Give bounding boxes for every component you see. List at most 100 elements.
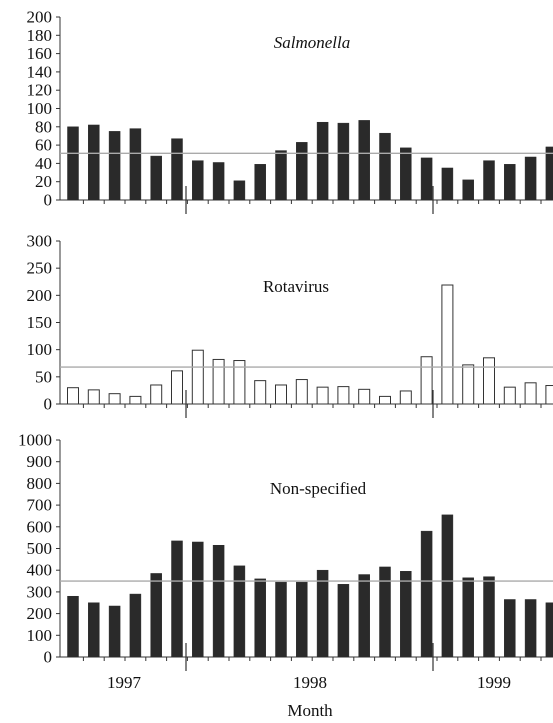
- salmonella-y-tick-label: 200: [27, 8, 53, 27]
- non-specified-y-tick-label: 600: [27, 517, 53, 536]
- year-label-1998: 1998: [293, 673, 327, 692]
- rotavirus-bar: [441, 284, 454, 405]
- salmonella-bar: [504, 164, 516, 201]
- rotavirus-bar: [150, 384, 163, 405]
- non-specified-bar: [524, 599, 537, 658]
- rotavirus-bar: [503, 386, 516, 405]
- salmonella-bar: [275, 150, 287, 201]
- salmonella-bar: [129, 128, 142, 201]
- rotavirus-bar: [316, 386, 329, 405]
- salmonella-y-tick-label: 120: [27, 81, 53, 100]
- rotavirus-bar: [483, 357, 495, 405]
- non-specified-bar: [545, 602, 553, 658]
- salmonella-bar: [337, 122, 350, 201]
- rotavirus-y-tick-label: 150: [27, 313, 53, 332]
- salmonella-bar: [358, 120, 370, 201]
- salmonella-y-tick-label: 140: [27, 62, 53, 81]
- rotavirus-bar: [462, 364, 475, 405]
- rotavirus-bar: [191, 349, 204, 405]
- non-specified-bar: [379, 566, 391, 658]
- salmonella-bar: [483, 160, 495, 201]
- non-specified-bar: [275, 581, 287, 658]
- rotavirus-y-tick-label: 0: [44, 395, 53, 414]
- rotavirus-bar: [108, 393, 121, 405]
- rotavirus-bar: [545, 385, 553, 405]
- rotavirus-y-tick-label: 300: [27, 232, 53, 251]
- rotavirus-bar: [358, 388, 371, 405]
- non-specified-bar: [504, 599, 516, 658]
- non-specified-bar: [358, 574, 370, 658]
- rotavirus-panel-title: Rotavirus: [263, 277, 329, 296]
- salmonella-bar: [400, 147, 412, 201]
- salmonella-y-tick-label: 60: [35, 136, 52, 155]
- salmonella-bar: [420, 157, 433, 201]
- non-specified-y-tick-label: 200: [27, 604, 53, 623]
- non-specified-bar: [316, 569, 329, 658]
- non-specified-y-tick-label: 700: [27, 496, 53, 515]
- rotavirus-y-tick-label: 100: [27, 340, 53, 359]
- rotavirus-bar: [212, 358, 225, 405]
- year-label-1997: 1997: [107, 673, 142, 692]
- salmonella-bar: [67, 126, 79, 201]
- non-specified-panel: 0 100 200 300 400 500 600 700 800 900 1000: [18, 431, 553, 671]
- salmonella-bar: [171, 138, 183, 201]
- non-specified-bar: [483, 576, 495, 658]
- non-specified-bar: [88, 602, 100, 658]
- salmonella-bar: [441, 167, 454, 201]
- salmonella-bar: [462, 179, 474, 201]
- salmonella-y-tick-label: 20: [35, 172, 52, 191]
- rotavirus-y-tick-label: 250: [27, 259, 53, 278]
- non-specified-bar: [254, 578, 266, 658]
- rotavirus-bar: [171, 370, 183, 405]
- non-specified-y-tick-label: 800: [27, 474, 53, 493]
- rotavirus-y-tick-label: 50: [35, 367, 52, 386]
- rotavirus-bar: [295, 379, 308, 405]
- salmonella-y-tick-label: 80: [35, 117, 52, 136]
- rotavirus-bar: [254, 380, 267, 405]
- salmonella-y-tick-label: 180: [27, 26, 53, 45]
- rotavirus-bar: [337, 386, 350, 405]
- rotavirus-panel: 0 50 100 150 200 250 300: [27, 232, 553, 418]
- non-specified-y-tick-label: 0: [44, 648, 53, 667]
- salmonella-bar: [316, 121, 329, 201]
- salmonella-bar: [545, 146, 553, 201]
- non-specified-panel-title: Non-specified: [270, 479, 367, 498]
- salmonella-bar: [233, 180, 246, 201]
- salmonella-bar: [108, 131, 121, 201]
- non-specified-bar: [462, 577, 474, 658]
- rotavirus-bar: [67, 387, 79, 405]
- salmonella-bar: [88, 124, 100, 201]
- non-specified-bar: [233, 565, 246, 658]
- salmonella-y-tick-label: 160: [27, 44, 53, 63]
- salmonella-bar: [296, 142, 308, 201]
- non-specified-bar: [337, 584, 350, 658]
- salmonella-bar: [379, 132, 391, 201]
- non-specified-bar: [400, 571, 412, 658]
- salmonella-y-tick-label: 40: [35, 154, 52, 173]
- rotavirus-bar: [399, 390, 412, 405]
- non-specified-bar: [67, 595, 79, 658]
- salmonella-y-tick-label: 100: [27, 99, 53, 118]
- rotavirus-bar: [233, 360, 246, 405]
- non-specified-y-tick-label: 100: [27, 626, 53, 645]
- rotavirus-bar: [420, 356, 433, 405]
- non-specified-bar: [441, 514, 454, 658]
- rotavirus-y-tick-label: 200: [27, 286, 53, 305]
- non-specified-y-tick-label: 300: [27, 582, 53, 601]
- salmonella-y-tick-label: 0: [44, 191, 53, 210]
- rotavirus-bar: [87, 389, 100, 405]
- non-specified-y-tick-label: 900: [27, 452, 53, 471]
- rotavirus-bar: [129, 395, 142, 405]
- non-specified-bar: [420, 530, 433, 658]
- rotavirus-bar: [524, 382, 537, 405]
- non-specified-y-tick-label: 400: [27, 561, 53, 580]
- non-specified-bar: [129, 593, 142, 658]
- non-specified-bar: [108, 605, 121, 658]
- salmonella-bar: [150, 155, 162, 201]
- year-label-1999: 1999: [477, 673, 511, 692]
- x-axis-title: Month: [287, 701, 333, 720]
- non-specified-bar: [150, 573, 162, 658]
- non-specified-bar: [171, 540, 183, 658]
